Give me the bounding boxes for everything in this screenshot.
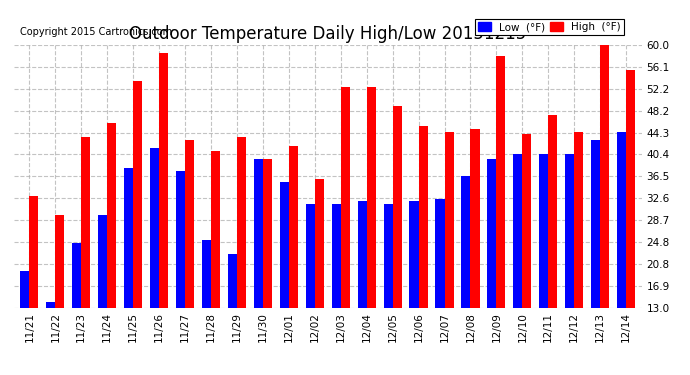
Bar <box>626 70 635 375</box>
Bar <box>289 146 298 375</box>
Bar <box>444 132 453 375</box>
Bar <box>366 87 376 375</box>
Bar <box>357 201 366 375</box>
Bar <box>565 154 574 375</box>
Bar <box>185 140 194 375</box>
Bar <box>513 154 522 375</box>
Bar <box>435 199 444 375</box>
Bar <box>30 196 39 375</box>
Bar <box>539 154 549 375</box>
Bar <box>462 176 471 375</box>
Legend: Low  (°F), High  (°F): Low (°F), High (°F) <box>475 19 624 35</box>
Bar <box>617 132 626 375</box>
Bar <box>46 302 55 375</box>
Bar <box>487 159 496 375</box>
Bar <box>107 123 117 375</box>
Bar <box>98 215 107 375</box>
Bar <box>72 243 81 375</box>
Text: Copyright 2015 Cartronics.com: Copyright 2015 Cartronics.com <box>20 27 172 37</box>
Bar <box>496 56 506 375</box>
Bar <box>81 137 90 375</box>
Bar <box>159 53 168 375</box>
Bar <box>254 159 263 375</box>
Bar <box>228 255 237 375</box>
Bar <box>341 87 350 375</box>
Bar <box>332 204 341 375</box>
Bar <box>409 201 419 375</box>
Title: Outdoor Temperature Daily High/Low 20151215: Outdoor Temperature Daily High/Low 20151… <box>129 26 526 44</box>
Bar <box>279 182 289 375</box>
Bar <box>591 140 600 375</box>
Bar <box>315 179 324 375</box>
Bar <box>133 81 142 375</box>
Bar <box>549 115 558 375</box>
Bar <box>306 204 315 375</box>
Bar <box>574 132 583 375</box>
Bar <box>600 45 609 375</box>
Bar <box>211 151 220 375</box>
Bar <box>55 215 64 375</box>
Bar <box>522 134 531 375</box>
Bar <box>393 106 402 375</box>
Bar <box>419 126 428 375</box>
Bar <box>263 159 272 375</box>
Bar <box>150 148 159 375</box>
Bar <box>384 204 393 375</box>
Bar <box>471 129 480 375</box>
Bar <box>20 271 30 375</box>
Bar <box>237 137 246 375</box>
Bar <box>124 168 133 375</box>
Bar <box>202 240 211 375</box>
Bar <box>176 171 185 375</box>
